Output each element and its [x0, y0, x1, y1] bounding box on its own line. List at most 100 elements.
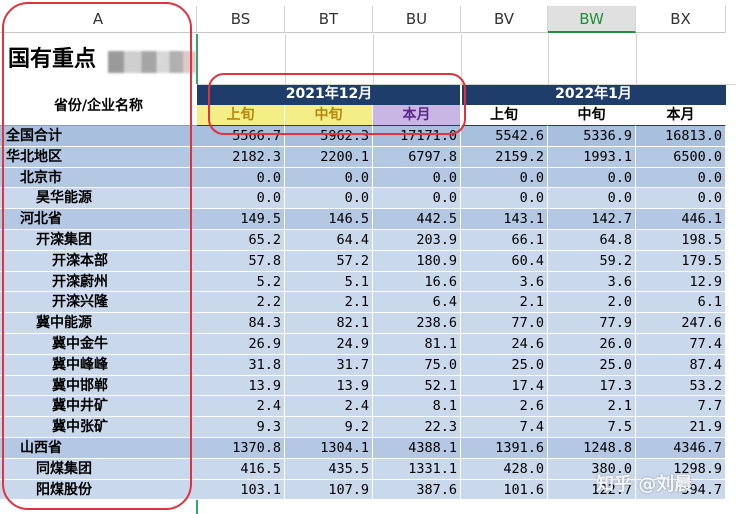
row-value[interactable]: 17.3	[548, 375, 636, 397]
row-value[interactable]: 9.3	[197, 417, 285, 438]
row-value[interactable]: 59.2	[548, 250, 636, 272]
row-value[interactable]: 179.5	[636, 250, 726, 272]
row-name[interactable]: 昊华能源	[0, 188, 197, 210]
row-value[interactable]: 0.0	[636, 167, 726, 189]
row-value[interactable]: 203.9	[373, 230, 461, 251]
row-value[interactable]: 60.4	[461, 250, 548, 272]
row-name[interactable]: 开滦集团	[0, 230, 197, 251]
row-value[interactable]: 446.1	[636, 209, 726, 230]
row-value[interactable]: 2.6	[461, 396, 548, 418]
row-value[interactable]: 26.0	[548, 334, 636, 355]
row-value[interactable]: 122.7	[548, 479, 636, 501]
row-value[interactable]: 1993.1	[548, 146, 636, 168]
subheader-0-2[interactable]: 本月	[373, 105, 461, 126]
row-value[interactable]: 2.4	[197, 396, 285, 418]
row-value[interactable]: 2200.1	[285, 146, 373, 168]
row-value[interactable]: 247.6	[636, 313, 726, 334]
row-value[interactable]: 53.2	[636, 375, 726, 397]
row-value[interactable]: 0.0	[373, 167, 461, 189]
row-value[interactable]: 8.1	[373, 396, 461, 418]
row-value[interactable]: 5.1	[285, 271, 373, 293]
subheader-1-1[interactable]: 中旬	[548, 105, 636, 126]
row-value[interactable]: 5336.9	[548, 126, 636, 147]
row-value[interactable]: 0.0	[548, 167, 636, 189]
row-value[interactable]: 13.9	[197, 375, 285, 397]
row-value[interactable]: 24.9	[285, 334, 373, 355]
row-value[interactable]: 0.0	[636, 188, 726, 210]
sheet-title[interactable]: 国有重点	[8, 47, 97, 72]
row-value[interactable]: 84.3	[197, 313, 285, 334]
row-value[interactable]: 0.0	[197, 167, 285, 189]
group-header-0[interactable]: 2021年12月	[197, 85, 461, 105]
row-name[interactable]: 冀中金牛	[0, 334, 197, 355]
group-header-1[interactable]: 2022年1月	[461, 85, 726, 105]
row-name[interactable]: 全国合计	[0, 126, 197, 147]
row-value[interactable]: 2182.3	[197, 146, 285, 168]
row-value[interactable]: 7.7	[636, 396, 726, 418]
row-value[interactable]: 4388.1	[373, 438, 461, 459]
row-value[interactable]: 25.0	[461, 354, 548, 376]
row-value[interactable]: 0.0	[285, 167, 373, 189]
row-name[interactable]: 开滦蔚州	[0, 271, 197, 293]
row-value[interactable]: 13.9	[285, 375, 373, 397]
row-value[interactable]: 65.2	[197, 230, 285, 251]
row-value[interactable]: 1391.6	[461, 438, 548, 459]
row-value[interactable]: 1248.8	[548, 438, 636, 459]
row-value[interactable]: 394.7	[636, 479, 726, 501]
subheader-1-2[interactable]: 本月	[636, 105, 726, 126]
row-value[interactable]: 0.0	[461, 167, 548, 189]
row-value[interactable]: 25.0	[548, 354, 636, 376]
row-value[interactable]: 5962.3	[285, 126, 373, 147]
column-header-bw[interactable]: BW	[548, 6, 636, 33]
row-value[interactable]: 31.8	[197, 354, 285, 376]
row-value[interactable]: 77.4	[636, 334, 726, 355]
column-header-bx[interactable]: BX	[636, 6, 726, 33]
row-value[interactable]: 64.4	[285, 230, 373, 251]
row-value[interactable]: 2.1	[461, 292, 548, 314]
row-value[interactable]: 2.1	[548, 396, 636, 418]
row-name[interactable]: 冀中能源	[0, 313, 197, 334]
row-value[interactable]: 66.1	[461, 230, 548, 251]
row-value[interactable]: 6.1	[636, 292, 726, 314]
row-value[interactable]: 22.3	[373, 417, 461, 438]
row-value[interactable]: 5.2	[197, 271, 285, 293]
row-value[interactable]: 57.2	[285, 250, 373, 272]
row-value[interactable]: 9.2	[285, 417, 373, 438]
row-value[interactable]: 146.5	[285, 209, 373, 230]
row-value[interactable]: 7.4	[461, 417, 548, 438]
row-value[interactable]: 103.1	[197, 479, 285, 501]
row-value[interactable]: 16.6	[373, 271, 461, 293]
row-value[interactable]: 6797.8	[373, 146, 461, 168]
row-value[interactable]: 435.5	[285, 458, 373, 480]
row-name[interactable]: 阳煤股份	[0, 479, 197, 501]
column-header-bv[interactable]: BV	[461, 6, 548, 33]
name-header[interactable]: 省份/企业名称	[0, 84, 197, 126]
row-name[interactable]: 河北省	[0, 209, 197, 230]
row-value[interactable]: 2159.2	[461, 146, 548, 168]
row-value[interactable]: 1304.1	[285, 438, 373, 459]
row-value[interactable]: 107.9	[285, 479, 373, 501]
row-name[interactable]: 同煤集团	[0, 458, 197, 480]
row-value[interactable]: 75.0	[373, 354, 461, 376]
row-name[interactable]: 开滦本部	[0, 250, 197, 272]
row-value[interactable]: 0.0	[197, 188, 285, 210]
row-value[interactable]: 198.5	[636, 230, 726, 251]
row-value[interactable]: 101.6	[461, 479, 548, 501]
row-value[interactable]: 1370.8	[197, 438, 285, 459]
row-value[interactable]: 12.9	[636, 271, 726, 293]
row-value[interactable]: 52.1	[373, 375, 461, 397]
row-value[interactable]: 82.1	[285, 313, 373, 334]
row-value[interactable]: 57.8	[197, 250, 285, 272]
row-value[interactable]: 149.5	[197, 209, 285, 230]
row-value[interactable]: 143.1	[461, 209, 548, 230]
column-header-bt[interactable]: BT	[285, 6, 373, 33]
column-header-bs[interactable]: BS	[197, 6, 285, 33]
row-value[interactable]: 26.9	[197, 334, 285, 355]
row-name[interactable]: 冀中邯郸	[0, 375, 197, 397]
column-header-a[interactable]: A	[0, 6, 197, 33]
row-name[interactable]: 华北地区	[0, 146, 197, 168]
row-value[interactable]: 3.6	[461, 271, 548, 293]
row-value[interactable]: 1331.1	[373, 458, 461, 480]
row-value[interactable]: 87.4	[636, 354, 726, 376]
row-value[interactable]: 77.9	[548, 313, 636, 334]
